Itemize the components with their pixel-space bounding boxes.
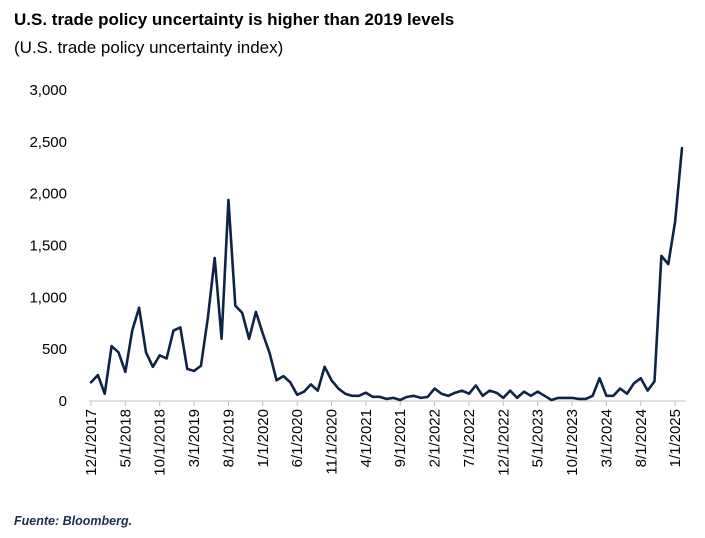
- source-note: Fuente: Bloomberg.: [14, 514, 133, 528]
- x-axis-ticks: 12/1/2017 5/1/2018 10/1/2018 3/1/2019 8/1/20…: [83, 401, 684, 476]
- x-tick-label: 10/1/2023: [564, 409, 581, 476]
- x-tick-label: 3/1/2024: [598, 409, 615, 467]
- x-tick-label: 12/1/2022: [495, 409, 512, 476]
- x-tick-label: 5/1/2018: [117, 409, 134, 467]
- y-tick-label: 1,500: [29, 238, 67, 255]
- x-tick-label: 1/1/2025: [667, 409, 684, 467]
- y-tick-label: 2,500: [29, 134, 67, 151]
- x-tick-label: 8/1/2024: [633, 409, 650, 467]
- x-tick-label: 7/1/2022: [461, 409, 478, 467]
- x-tick-label: 5/1/2023: [530, 409, 547, 467]
- x-tick-label: 9/1/2021: [392, 409, 409, 467]
- x-tick-label: 6/1/2020: [289, 409, 306, 467]
- series-line: [89, 146, 684, 402]
- x-tick-label: 11/1/2020: [324, 409, 341, 475]
- y-tick-label: 0: [59, 393, 67, 410]
- y-axis-ticks: 0 500 1,000 1,500 2,000 2,500 3,000: [29, 82, 67, 410]
- chart-title: U.S. trade policy uncertainty is higher …: [14, 10, 455, 29]
- y-tick-label: 2,000: [29, 186, 67, 203]
- x-tick-label: 10/1/2018: [152, 409, 169, 476]
- x-tick-label: 1/1/2020: [255, 409, 272, 467]
- y-tick-label: 1,000: [29, 289, 67, 306]
- x-tick-label: 12/1/2017: [83, 409, 100, 476]
- x-tick-label: 4/1/2021: [358, 409, 375, 467]
- y-tick-label: 500: [42, 341, 67, 358]
- y-tick-label: 3,000: [29, 82, 67, 99]
- x-tick-label: 2/1/2022: [427, 409, 444, 467]
- x-tick-label: 3/1/2019: [186, 409, 203, 467]
- chart-subtitle: (U.S. trade policy uncertainty index): [14, 38, 284, 57]
- x-tick-label: 8/1/2019: [220, 409, 237, 467]
